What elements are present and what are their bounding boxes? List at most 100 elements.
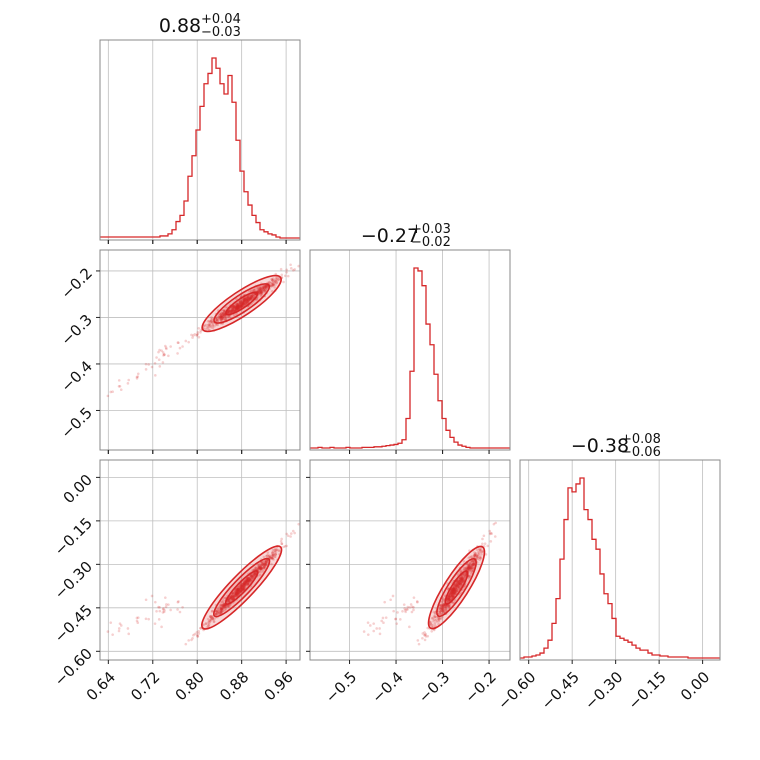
sample-point [222, 602, 226, 605]
title-upper-error: +0.03 [411, 222, 451, 237]
sample-point [229, 596, 233, 600]
sample-point [241, 587, 245, 591]
sample-point [229, 595, 233, 599]
sample-point [245, 298, 248, 301]
sample-point [157, 605, 160, 609]
sample-point [236, 305, 240, 308]
sample-point [257, 565, 261, 569]
sample-point [293, 531, 296, 535]
sample-point [264, 554, 268, 558]
sample-point [285, 270, 288, 274]
sample-point [242, 582, 245, 586]
sample-point [259, 564, 263, 568]
sample-point [240, 584, 244, 588]
sample-point [274, 553, 277, 556]
sample-point [135, 616, 139, 620]
sample-point [199, 627, 203, 630]
sample-point [249, 296, 252, 300]
sample-point [209, 324, 212, 328]
sample-point [436, 617, 440, 621]
sample-point [454, 584, 458, 588]
sample-point [270, 281, 274, 285]
sample-point [448, 598, 451, 601]
sample-point [453, 588, 457, 592]
sample-point [191, 336, 194, 339]
sample-point [245, 299, 249, 302]
sample-point [236, 591, 240, 594]
sample-point [257, 566, 261, 570]
sample-point [243, 296, 246, 300]
sample-point [440, 609, 444, 612]
sample-point [245, 579, 249, 583]
sample-point [469, 562, 472, 566]
sample-point [262, 288, 266, 292]
sample-point [489, 531, 492, 535]
sample-point [195, 631, 199, 634]
sample-point [231, 594, 234, 598]
sample-point [126, 382, 130, 385]
sample-point [464, 572, 468, 576]
sample-point [262, 567, 266, 570]
sample-point [237, 585, 241, 589]
sample-point [234, 306, 237, 309]
sample-point [468, 565, 471, 568]
sample-point [237, 587, 240, 591]
sample-point [442, 603, 445, 607]
sample-point [454, 592, 458, 595]
sample-point [448, 596, 451, 599]
sample-point [236, 303, 240, 307]
sample-point [258, 290, 262, 293]
density-contour [212, 557, 271, 618]
sample-point [286, 274, 290, 278]
sample-point [270, 278, 274, 281]
sample-point [245, 299, 248, 302]
sample-point [431, 617, 435, 620]
sample-point [261, 286, 265, 290]
sample-point [234, 592, 237, 595]
sample-point [240, 304, 244, 307]
sample-point [207, 624, 210, 627]
sample-point [378, 632, 382, 636]
sample-point [479, 555, 482, 558]
sample-point [257, 565, 260, 568]
sample-point [150, 594, 154, 598]
sample-point [238, 591, 242, 594]
sample-point [406, 608, 409, 611]
sample-point [268, 280, 272, 284]
sample-point [228, 309, 232, 312]
sample-point [259, 289, 262, 292]
sample-point [211, 616, 215, 620]
sample-point [244, 580, 247, 584]
sample-point [253, 572, 257, 575]
sample-point [470, 554, 474, 558]
sample-point [157, 350, 160, 354]
sample-point [452, 589, 455, 593]
sample-point [227, 599, 230, 603]
sample-point [458, 581, 461, 585]
sample-point [476, 555, 479, 559]
sample-point [447, 593, 451, 597]
sample-point [210, 316, 213, 319]
sample-point [426, 634, 430, 638]
sample-point [214, 612, 218, 616]
sample-point [244, 297, 247, 301]
sample-point [466, 565, 470, 569]
sample-point [248, 577, 252, 581]
sample-point [468, 568, 472, 572]
sample-point [257, 289, 261, 292]
sample-point [241, 304, 245, 307]
sample-point [464, 584, 467, 587]
sample-point [211, 609, 214, 613]
sample-point [250, 575, 253, 578]
sample-point [462, 573, 465, 576]
sample-point [237, 306, 241, 310]
sample-point [470, 564, 473, 568]
sample-point [447, 604, 450, 608]
sample-point [448, 591, 452, 594]
sample-point [449, 590, 453, 594]
sample-point [221, 607, 224, 610]
sample-point [245, 301, 248, 304]
sample-point [245, 582, 249, 585]
sample-point [429, 621, 433, 624]
sample-point [221, 606, 225, 609]
